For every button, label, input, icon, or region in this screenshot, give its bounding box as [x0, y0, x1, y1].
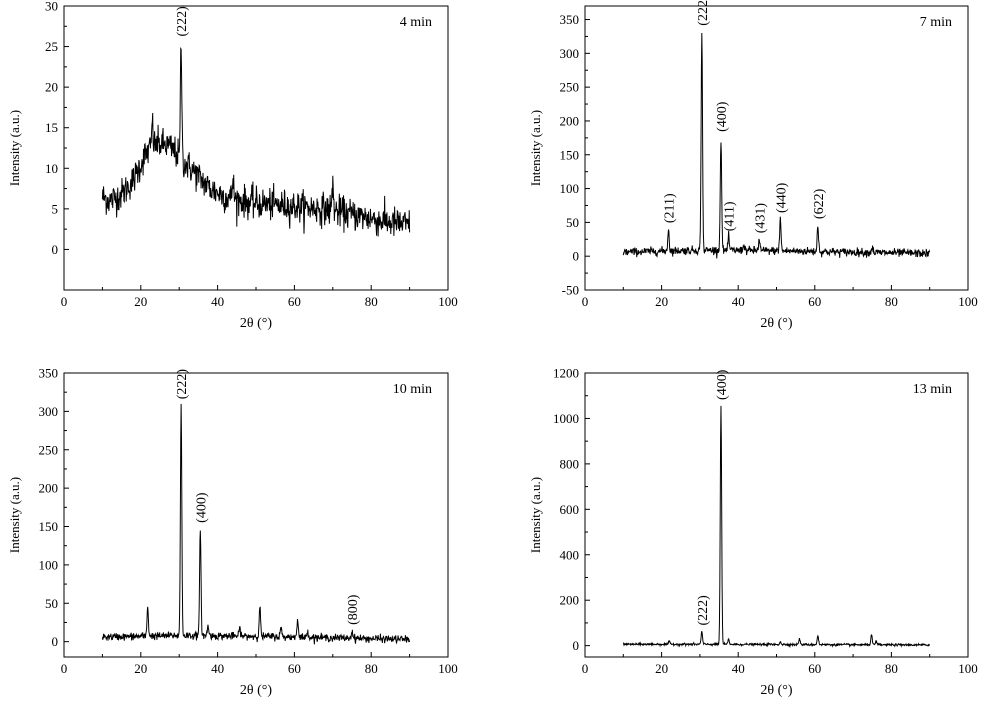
y-tick-label: 0	[52, 242, 59, 257]
y-axis-label: Intensity (a.u.)	[528, 477, 543, 553]
y-tick-label: 1000	[553, 411, 579, 426]
x-tick-label: 40	[211, 294, 224, 309]
y-tick-label: 150	[560, 147, 580, 162]
x-tick-label: 0	[61, 294, 68, 309]
y-axis-label: Intensity (a.u.)	[528, 110, 543, 186]
panel-title: 10 min	[393, 382, 432, 397]
y-tick-label: 1200	[553, 366, 579, 381]
x-axis-label: 2θ (°)	[760, 316, 792, 331]
x-tick-label: 60	[288, 294, 301, 309]
y-tick-label: 30	[45, 0, 58, 14]
peak-label: (400)	[715, 101, 730, 132]
plot-frame	[584, 5, 969, 291]
y-tick-label: 200	[560, 593, 580, 608]
chart-panel-3: 0 20 40 60 80 100 0 50 100 150 200 250 300 350 2θ (°) I…	[7, 366, 458, 699]
x-tick-label: 20	[134, 294, 147, 309]
peak-label: (222)	[175, 369, 190, 400]
peak-label: (400)	[194, 492, 209, 523]
xrd-trace	[101, 46, 411, 237]
y-tick-label: 50	[45, 596, 58, 611]
x-tick-label: 20	[134, 661, 147, 676]
y-tick-label: 0	[52, 634, 59, 649]
x-tick-label: 60	[288, 661, 301, 676]
peak-label: (411)	[723, 201, 738, 231]
y-tick-label: 250	[39, 442, 59, 457]
y-tick-label: 300	[39, 404, 59, 419]
peak-label: (622)	[812, 188, 827, 219]
x-tick-label: 60	[808, 294, 821, 309]
x-tick-label: 80	[885, 294, 898, 309]
y-tick-label: 200	[39, 481, 59, 496]
xrd-trace	[622, 32, 931, 259]
x-tick-label: 60	[808, 661, 821, 676]
x-tick-label: 20	[655, 661, 668, 676]
y-tick-label: 10	[45, 161, 58, 176]
peak-label: (222)	[175, 6, 190, 37]
peak-label: (800)	[346, 594, 361, 625]
y-tick-label: 5	[52, 201, 59, 216]
y-tick-label: 25	[45, 39, 58, 54]
x-tick-label: 80	[885, 661, 898, 676]
x-tick-label: 80	[365, 294, 378, 309]
peak-label: (222)	[696, 595, 711, 626]
y-tick-label: 300	[560, 46, 580, 61]
y-tick-label: 250	[560, 80, 580, 95]
x-tick-label: 100	[958, 294, 978, 309]
y-tick-label: -50	[562, 283, 579, 298]
peak-label: (440)	[774, 182, 789, 213]
y-tick-label: 150	[39, 519, 59, 534]
x-axis-label: 2θ (°)	[240, 683, 272, 698]
peak-label: (400)	[715, 369, 730, 400]
plot-frame	[584, 372, 969, 658]
x-tick-label: 0	[582, 294, 589, 309]
y-tick-label: 0	[573, 638, 580, 653]
x-tick-label: 80	[365, 661, 378, 676]
y-tick-label: 20	[45, 80, 58, 95]
y-tick-label: 350	[39, 366, 59, 381]
y-tick-label: 600	[560, 502, 580, 517]
y-tick-label: 200	[560, 113, 580, 128]
x-tick-label: 40	[211, 661, 224, 676]
plot-frame	[63, 372, 449, 658]
y-tick-label: 100	[560, 181, 580, 196]
chart-panel-1: 0 20 40 60 80 100 0 5 10 15 20 25 30 2θ (°) Intensity …	[7, 0, 458, 331]
x-tick-label: 100	[958, 661, 978, 676]
x-tick-label: 100	[438, 661, 458, 676]
y-tick-label: 800	[560, 456, 580, 471]
y-tick-label: 350	[560, 12, 580, 27]
x-tick-label: 40	[732, 661, 745, 676]
x-axis-label: 2θ (°)	[240, 316, 272, 331]
y-tick-label: 400	[560, 547, 580, 562]
panel-title: 13 min	[913, 382, 952, 397]
y-tick-label: 100	[39, 557, 59, 572]
x-tick-label: 0	[582, 661, 589, 676]
peak-label: (222)	[696, 0, 711, 26]
plot-frame	[63, 5, 449, 291]
y-axis-label: Intensity (a.u.)	[7, 477, 22, 553]
x-tick-label: 100	[438, 294, 458, 309]
y-tick-label: 50	[566, 215, 579, 230]
x-axis-label: 2θ (°)	[760, 683, 792, 698]
peak-label: (431)	[753, 203, 768, 234]
x-tick-label: 40	[732, 294, 745, 309]
x-tick-label: 20	[655, 294, 668, 309]
panel-title: 4 min	[400, 15, 432, 30]
x-tick-label: 0	[61, 661, 68, 676]
y-axis-label: Intensity (a.u.)	[7, 110, 22, 186]
y-tick-label: 0	[573, 249, 580, 264]
xrd-trace	[622, 405, 931, 649]
peak-label: (211)	[662, 193, 677, 223]
panel-title: 7 min	[920, 15, 952, 30]
y-tick-label: 15	[45, 120, 58, 135]
xrd-trace	[101, 403, 411, 645]
